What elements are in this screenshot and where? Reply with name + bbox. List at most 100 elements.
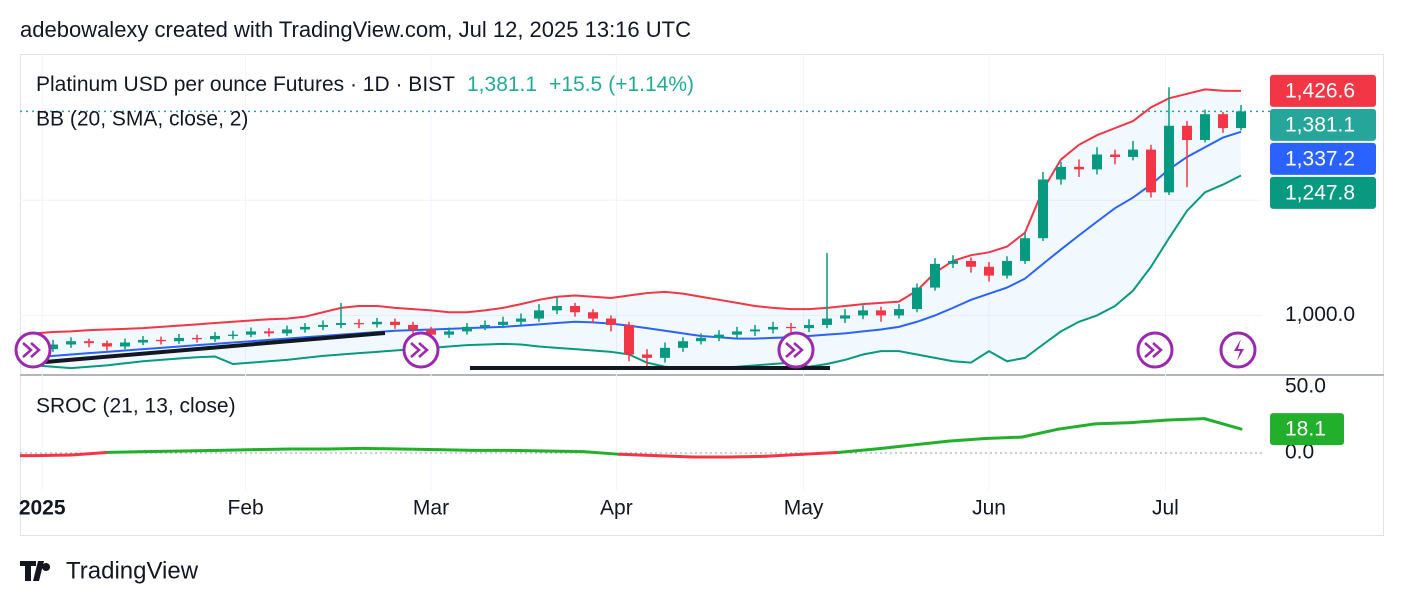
candle-body xyxy=(84,341,94,344)
candle-body xyxy=(264,331,274,334)
candle-body xyxy=(390,321,400,325)
sroc-segment xyxy=(654,454,695,459)
x-tick-label: Feb xyxy=(228,497,264,520)
candle-body xyxy=(408,324,418,330)
candle-body xyxy=(534,310,544,319)
sroc-segment xyxy=(398,447,439,452)
indicator-label: SROC (21, 13, close) xyxy=(36,395,236,418)
candle-body xyxy=(1002,260,1012,276)
candle-body xyxy=(1056,166,1066,180)
band-line xyxy=(34,174,1242,370)
icon xyxy=(14,331,52,369)
candle-body xyxy=(426,329,436,335)
candle-body xyxy=(372,321,382,325)
candle-body xyxy=(930,263,940,288)
candle-body xyxy=(714,334,724,338)
sroc-segment xyxy=(727,454,768,459)
candle-body xyxy=(174,337,184,342)
sroc-segment xyxy=(179,448,220,453)
candle-body xyxy=(732,331,742,335)
sroc-segment xyxy=(581,450,622,456)
candle-body xyxy=(750,329,760,332)
candle-body xyxy=(318,324,328,327)
candle-body xyxy=(336,323,346,325)
price-label: 1,426.6 xyxy=(1285,79,1355,102)
x-tick-label: Jul xyxy=(1152,497,1179,520)
price-label: 1,337.2 xyxy=(1285,147,1355,170)
sroc-segment xyxy=(837,447,878,454)
event-icons xyxy=(14,331,1257,369)
sroc-segment xyxy=(106,450,147,454)
candle-body xyxy=(678,341,688,348)
x-tick-label: 2025 xyxy=(19,497,66,520)
x-tick-label: Jun xyxy=(972,497,1006,520)
sroc-segment xyxy=(1129,418,1170,425)
candle-body xyxy=(642,354,652,358)
candle-body xyxy=(354,323,364,325)
sroc-segment xyxy=(947,436,987,443)
icon xyxy=(1219,331,1257,369)
candle-body xyxy=(1236,111,1246,129)
candle-body xyxy=(1200,114,1210,140)
y-tick-label: 1,000.0 xyxy=(1285,303,1355,326)
logo xyxy=(20,561,51,581)
sroc-segment xyxy=(33,453,74,458)
price-label: 1,381.1 xyxy=(1285,113,1355,136)
candle-body xyxy=(102,343,112,347)
candle-body xyxy=(1164,125,1174,193)
sroc-segment xyxy=(362,446,402,451)
sroc-segment xyxy=(435,448,476,452)
candle-body xyxy=(48,344,58,350)
candle-body xyxy=(498,321,508,325)
candle-body xyxy=(156,339,166,342)
candle-body xyxy=(138,339,148,343)
footer: TradingView xyxy=(66,557,199,584)
drawings xyxy=(44,331,830,370)
sroc-segment xyxy=(1056,422,1097,431)
price-label-box xyxy=(1270,108,1376,141)
candle-body xyxy=(570,305,580,313)
header: adebowalexy created with TradingView.com… xyxy=(20,17,691,42)
candle-body xyxy=(588,312,598,319)
y-tick-label: 50.0 xyxy=(1285,374,1326,397)
candle-body xyxy=(966,260,976,267)
candle-body xyxy=(606,318,616,325)
sroc-segment xyxy=(545,449,585,454)
candle-body xyxy=(120,342,130,347)
indicator-label: BB (20, SMA, close, 2) xyxy=(36,108,248,131)
candle-body xyxy=(228,334,238,336)
sroc-segment xyxy=(252,447,293,452)
sroc-segment xyxy=(508,448,549,453)
candle-body xyxy=(66,341,76,345)
candle-body xyxy=(1128,149,1138,157)
change-pct: (+1.14%) xyxy=(608,73,694,96)
candle-body xyxy=(444,331,454,335)
sroc-segment xyxy=(1020,427,1060,439)
sroc-segment xyxy=(70,450,110,457)
sroc-segment xyxy=(325,446,366,451)
candle-body xyxy=(822,318,832,325)
candle-body xyxy=(912,287,922,310)
candle-body xyxy=(210,335,220,340)
candle-body xyxy=(948,260,958,264)
y-tick-label: 0.0 xyxy=(1285,441,1314,464)
legend: Platinum USD per ounce Futures · 1D · BI… xyxy=(36,73,694,96)
x-tick-label: Apr xyxy=(600,497,633,520)
sroc-segment xyxy=(143,449,183,454)
sroc-segment xyxy=(1202,417,1243,431)
icon xyxy=(402,331,440,369)
sroc-segment xyxy=(983,435,1024,440)
candle-body xyxy=(984,266,994,276)
price-label-box xyxy=(1270,74,1376,107)
sroc-segment xyxy=(1093,421,1133,426)
candle-body xyxy=(624,324,634,355)
candle-body xyxy=(696,337,706,342)
candle-body xyxy=(192,337,202,340)
frame xyxy=(20,54,1384,536)
band-fill xyxy=(35,89,1241,369)
band-line xyxy=(34,130,1242,359)
x-tick-label: Mar xyxy=(413,497,449,520)
candle-body xyxy=(1092,154,1102,170)
